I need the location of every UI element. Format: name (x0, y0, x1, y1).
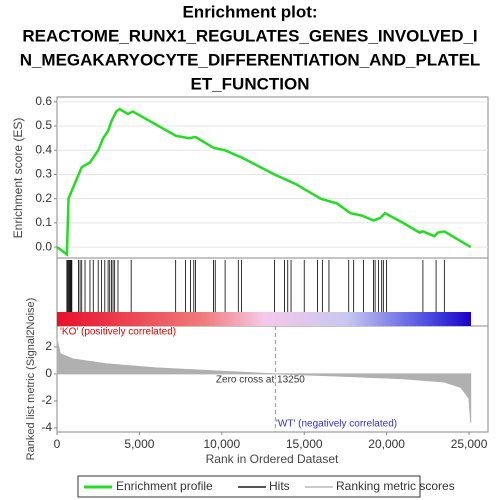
negative-label: 'WT' (negatively correlated) (276, 419, 397, 430)
x-tick-label: 10,000 (203, 437, 240, 451)
y-tick-label: 0.5 (35, 118, 52, 132)
enrichment-curve (56, 107, 472, 257)
x-tick-label: 5,000 (124, 437, 154, 451)
y-tick-label: -4 (41, 420, 52, 434)
x-tick-label: 0 (54, 437, 61, 451)
x-tick-label: 15,000 (286, 437, 323, 451)
y-tick-label: -2 (41, 393, 52, 407)
title-line: REACTOME_RUNX1_REGULATES_GENES_INVOLVED_… (22, 26, 477, 45)
y-tick-label: 0.1 (35, 215, 52, 229)
title-line: N_MEGAKARYOCYTE_DIFFERENTIATION_AND_PLAT… (20, 50, 481, 69)
y-tick-label: 0.3 (35, 167, 52, 181)
zero-cross-label: Zero cross at 13250 (216, 375, 305, 386)
x-axis-label: Rank in Ordered Dataset (206, 452, 339, 466)
y-axis-label: Enrichment score (ES) (11, 118, 25, 239)
y-tick-label: 0.6 (35, 94, 52, 108)
y-tick-label: 0.4 (35, 142, 52, 156)
y-tick-label: 0.2 (35, 191, 52, 205)
x-tick-label: 20,000 (368, 437, 405, 451)
legend-label: Enrichment profile (116, 479, 213, 493)
x-tick-label: 25,000 (451, 437, 488, 451)
title-line: ET_FUNCTION (191, 74, 310, 93)
y-axis-label: Ranked list metric (Signal2Noise) (25, 298, 37, 461)
plot-frame (56, 96, 489, 433)
title-line: Enrichment plot: (182, 2, 317, 21)
y-tick-label: 2 (45, 339, 52, 353)
metric-area (56, 338, 472, 423)
legend-label: Ranking metric scores (336, 479, 455, 493)
y-tick-label: 0 (45, 366, 52, 380)
positive-label: 'KO' (positively correlated) (60, 327, 176, 338)
legend-label: Hits (269, 479, 290, 493)
rank-color-bar (57, 312, 471, 326)
y-tick-label: 0.0 (35, 239, 52, 253)
